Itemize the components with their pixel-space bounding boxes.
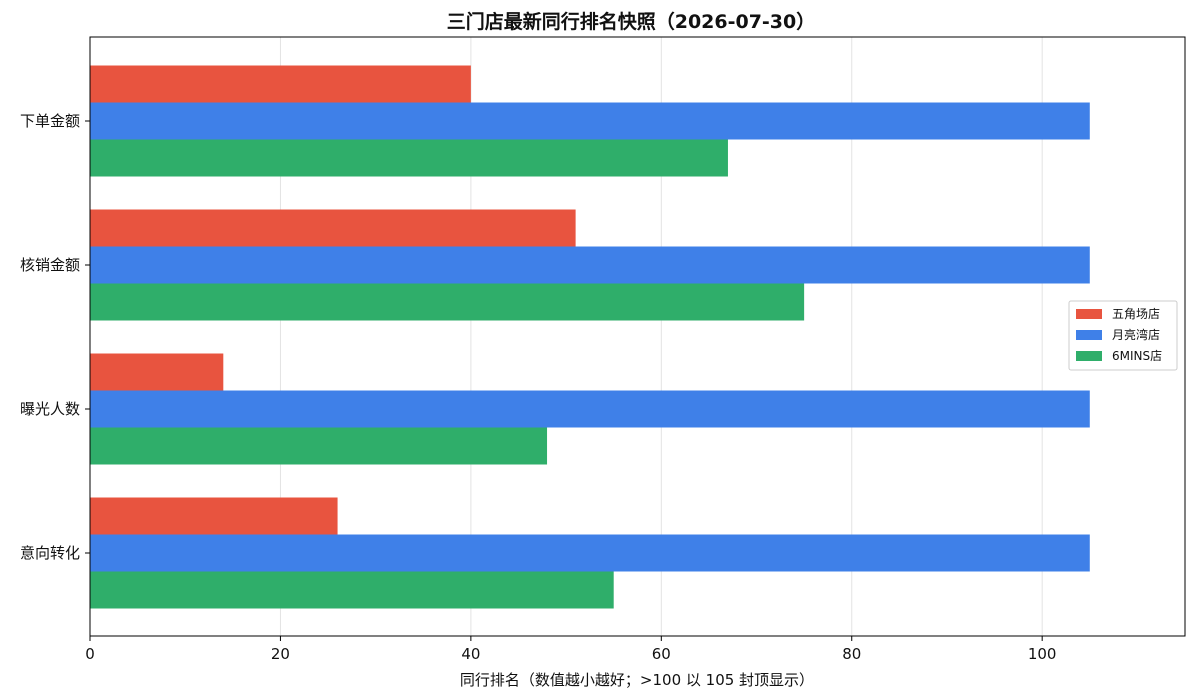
bar-1-4 xyxy=(90,497,338,535)
bar-3-4 xyxy=(90,571,614,609)
bar-2-2 xyxy=(90,246,1090,284)
category-label: 意向转化 xyxy=(20,544,80,562)
legend-swatch xyxy=(1076,351,1102,361)
bar-1-1 xyxy=(90,65,471,103)
legend-label: 五角场店 xyxy=(1112,307,1160,321)
bar-1-3 xyxy=(90,353,224,391)
bar-2-3 xyxy=(90,390,1090,428)
bar-2-1 xyxy=(90,102,1090,140)
x-axis-ticks: 0 20 40 60 80 100 xyxy=(85,636,1056,663)
legend-label: 月亮湾店 xyxy=(1112,327,1160,342)
bar-1-2 xyxy=(90,209,576,247)
category-label: 下单金额 xyxy=(20,112,80,130)
bar-3-3 xyxy=(90,427,548,465)
bar-2-4 xyxy=(90,534,1090,572)
category-label: 曝光人数 xyxy=(20,400,80,418)
legend-swatch xyxy=(1076,330,1102,340)
legend-swatch xyxy=(1076,309,1102,319)
bar-3-1 xyxy=(90,139,728,177)
category-label: 核销金额 xyxy=(20,256,80,274)
chart-title: 三门店最新同行排名快照（2026-07-30） xyxy=(447,10,816,33)
x-tick-label: 60 xyxy=(652,645,671,663)
x-tick-label: 20 xyxy=(271,645,290,663)
x-tick-label: 40 xyxy=(461,645,480,663)
bar-3-2 xyxy=(90,283,805,321)
x-tick-label: 80 xyxy=(842,645,861,663)
x-tick-label: 100 xyxy=(1028,645,1057,663)
legend-label: 6MINS店 xyxy=(1112,349,1162,363)
x-axis-label: 同行排名（数值越小越好；>100 以 105 封顶显示） xyxy=(460,671,814,689)
plot-frame xyxy=(89,36,1186,637)
bars xyxy=(90,65,1090,609)
x-tick-label: 0 xyxy=(85,645,95,663)
